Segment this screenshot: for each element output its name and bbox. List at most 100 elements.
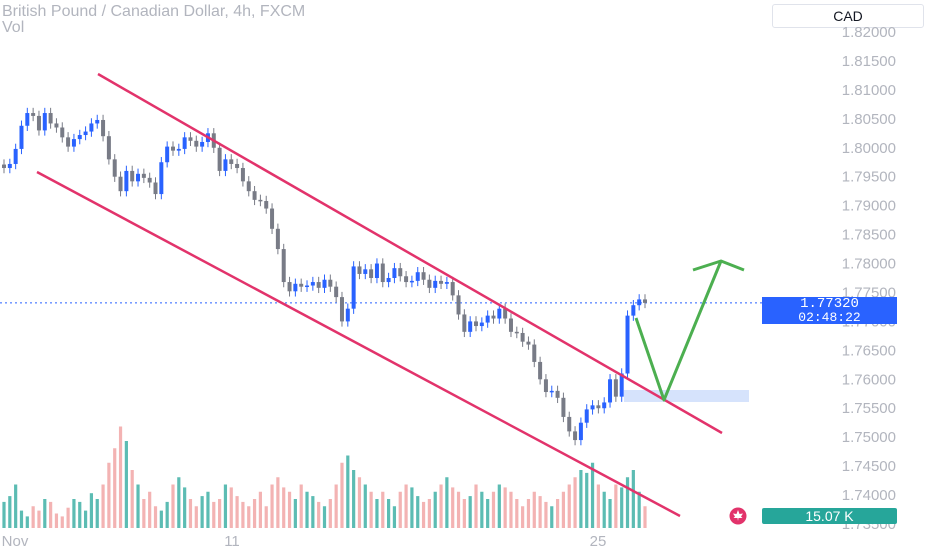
volume-bar [311,496,315,528]
candle-body [433,280,438,288]
volume-bar [625,477,630,528]
volume-bar [585,472,589,528]
volume-bar [328,499,332,528]
candle-body [2,164,6,169]
candle-body [503,308,508,319]
candle-body [514,331,519,334]
volume-bar [416,496,420,528]
candle-body [31,113,36,116]
candle-body [625,315,630,374]
candle-body [264,201,269,209]
volume-bar [317,501,321,528]
candle-body [456,295,461,315]
candle-body [170,146,175,151]
volume-bar [241,501,245,528]
volume-bar [287,491,292,528]
volume-bar [2,501,6,528]
volume-bar [252,499,257,528]
volume-bar [614,484,618,528]
projection-arrow [634,260,723,402]
candle-body [36,115,41,131]
volume-bar [387,499,391,528]
volume-bar [148,491,152,528]
candle-body [281,249,286,283]
last-price-tag: 1.77320 [762,297,897,311]
candle-body [287,282,292,292]
volume-bar [282,487,286,528]
candle-body [567,416,572,432]
volume-bar [258,491,262,528]
candle-body [252,191,257,200]
volume-bar [159,510,163,528]
candle-body [130,170,135,182]
candle-body [13,148,18,164]
volume-bar [66,507,70,528]
volume-bar [474,484,478,528]
candle-body [613,379,618,397]
volume-tag: 15.07 K [762,508,897,524]
volume-bar [596,484,600,528]
currency-selector[interactable]: CAD [772,4,924,28]
candle-body [631,305,636,316]
candle-body [415,272,420,281]
candle-body [275,228,280,250]
volume-bar [107,462,111,528]
candle-body [188,137,193,141]
volume-bar [381,491,385,528]
candle-body [159,162,164,195]
volume-bar [620,487,624,528]
volume-bar [532,491,536,528]
x-tick-label: 11 [224,533,240,550]
candle-body [299,283,304,287]
volume-bar [188,499,193,528]
candle-body [386,278,391,283]
volume-bar [177,477,181,528]
candle-body [491,315,496,319]
volume-bar [130,470,134,528]
volume-bar [631,470,635,528]
volume-bar [573,477,577,528]
volume-bar [200,496,204,528]
volume-bar [153,506,158,528]
volume-bar [212,501,216,528]
y-tick-label: 1.76000 [842,371,896,388]
candle-body [427,279,432,288]
volume-bar [503,487,507,528]
candle-body [584,409,589,423]
candle-body [497,308,502,319]
candle-body [89,123,94,132]
candle-body [549,390,554,393]
candle-body [374,263,379,278]
candle-body [398,268,403,277]
candle-body [54,123,59,128]
candle-body [608,379,613,403]
volume-bar [218,499,222,528]
candle-body [596,405,601,409]
candle-body [293,283,298,292]
volume-bar [322,506,327,528]
volume-bar [334,484,338,528]
candle-body [136,173,141,182]
candle-body [345,308,350,322]
arrow-head [692,259,745,272]
candle-body [310,282,315,286]
volume-bar [8,496,12,528]
volume-bar [456,491,461,528]
y-tick-label: 1.75500 [842,400,896,417]
candle-body [369,269,374,278]
volume-bar [72,499,76,528]
volume-bar [410,487,414,528]
volume-bar [293,499,297,528]
volume-bar [544,501,548,528]
volume-bar [439,484,443,528]
volume-bar [398,491,402,528]
volume-bar [276,477,280,528]
volume-bar [78,501,82,528]
candle-body [316,282,321,288]
candle-body [532,344,537,362]
candle-body [106,136,111,160]
y-tick-label: 1.80000 [842,140,896,157]
volume-bar [142,499,146,528]
candle-body [118,176,123,192]
